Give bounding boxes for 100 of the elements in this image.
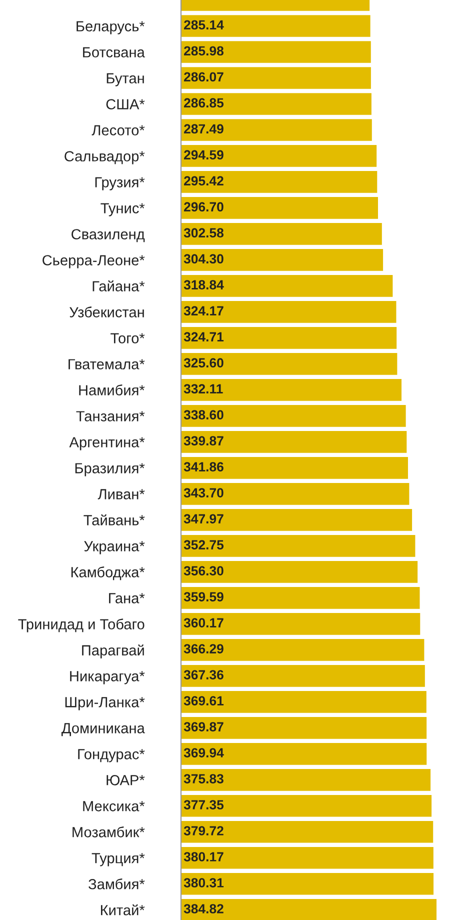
data-label: 379.72: [184, 826, 224, 836]
y-tick-label: Бразилия*: [75, 463, 145, 476]
y-tick-label: Намибия*: [79, 384, 145, 396]
bar: [181, 249, 384, 271]
bar: [181, 742, 427, 765]
bar: [181, 223, 382, 245]
bar: [181, 638, 424, 661]
y-tick-label: Ливан*: [98, 489, 145, 500]
bar: [181, 41, 371, 63]
y-tick-label: США*: [106, 99, 145, 110]
data-label: 359.59: [184, 592, 224, 602]
data-label: 356.30: [184, 566, 224, 576]
bar: [181, 690, 426, 713]
bar: [181, 275, 393, 297]
bar: [181, 379, 402, 401]
bar: [181, 15, 370, 37]
data-label: 318.84: [184, 280, 224, 290]
y-tick-label: Тунис*: [100, 203, 145, 216]
y-tick-label: Тринидад и Тобаго: [18, 618, 144, 632]
bar: [181, 119, 372, 141]
data-label: 341.86: [184, 462, 224, 472]
data-label: 332.11: [184, 384, 223, 394]
data-label: 384.82: [184, 904, 224, 914]
bar: [181, 820, 434, 843]
bar: [181, 872, 434, 895]
y-tick-label: Узбекистан: [70, 306, 144, 318]
bar: [181, 431, 407, 453]
y-tick-label: Китай*: [101, 904, 145, 916]
bar: [181, 794, 432, 817]
y-tick-label: Свазиленд: [72, 229, 145, 242]
data-label: 304.30: [184, 254, 224, 264]
data-label: 324.17: [184, 306, 224, 316]
y-tick-label: Бутан: [106, 73, 144, 86]
bar: [181, 301, 396, 323]
y-tick-label: Парагвай: [82, 644, 144, 658]
data-label: 286.85: [184, 98, 224, 108]
data-label: 285.98: [184, 46, 224, 56]
y-tick-label: Того*: [110, 333, 145, 344]
bar: [181, 171, 378, 193]
data-label: 325.60: [184, 358, 224, 368]
y-tick-label: Аргентина*: [69, 437, 145, 450]
y-tick-label: Мозамбик*: [72, 826, 145, 838]
y-tick-label: Украина*: [84, 541, 145, 554]
data-label: 286.07: [184, 72, 224, 82]
data-label: 294.59: [184, 150, 224, 160]
bar: [181, 483, 410, 505]
y-tick-label: Шри-Ланка*: [65, 697, 145, 710]
y-tick-label: Лесото*: [92, 125, 145, 136]
y-tick-label: Гайана*: [92, 280, 145, 292]
data-label: 343.70: [184, 488, 224, 498]
data-label: 366.29: [184, 644, 224, 654]
y-tick-label: Турция*: [92, 853, 145, 866]
data-label: 324.71: [184, 332, 224, 342]
y-tick-label: ЮАР*: [106, 774, 145, 786]
data-label: 287.49: [184, 124, 224, 134]
bar: [181, 768, 431, 791]
y-tick-label: Доминикана: [61, 723, 145, 736]
data-label: 338.60: [184, 410, 224, 420]
y-tick-label: Грузия*: [95, 177, 145, 190]
y-tick-label: Ботсвана: [83, 47, 145, 58]
bar: [181, 327, 397, 349]
bar: [181, 405, 406, 427]
bar: [181, 457, 408, 479]
data-label: 369.61: [184, 696, 224, 706]
data-label: 375.83: [184, 774, 224, 784]
data-label: 369.94: [184, 748, 224, 758]
data-label: 339.87: [184, 436, 224, 446]
data-label: 367.36: [184, 670, 224, 680]
data-label: 380.31: [184, 878, 224, 888]
bar: [181, 898, 437, 920]
data-label: 380.17: [184, 852, 224, 862]
y-tick-label: Камбоджа*: [71, 566, 145, 580]
bar: [181, 197, 378, 219]
y-tick-label: Сьерра-Леоне*: [42, 255, 145, 268]
bar: [181, 509, 412, 531]
data-label: 360.17: [184, 618, 224, 628]
data-label: 296.70: [184, 202, 224, 212]
bar: [181, 353, 398, 375]
y-tick-label: Танзания*: [76, 411, 145, 422]
y-tick-label: Замбия*: [88, 878, 145, 890]
bar: [181, 561, 418, 583]
bar: [181, 587, 420, 609]
bar: [181, 67, 371, 89]
y-tick-label: Мексика*: [83, 801, 145, 812]
y-tick-label: Гватемала*: [68, 359, 145, 370]
data-label: 302.58: [184, 228, 224, 238]
bar: [181, 145, 377, 167]
y-tick-label: Тайвань*: [84, 514, 145, 526]
data-label: 285.14: [184, 20, 224, 30]
data-label: 352.75: [184, 540, 224, 550]
y-tick-label: Беларусь*: [76, 21, 145, 34]
bar: [181, 664, 425, 687]
y-tick-label: Гондурас*: [78, 749, 145, 762]
bar: [181, 93, 372, 115]
y-tick-label: Гана*: [109, 593, 145, 604]
data-label: 369.87: [184, 722, 224, 732]
data-label: 347.97: [184, 514, 224, 524]
bar: [181, 535, 416, 557]
bar: [181, 613, 420, 635]
data-label: 377.35: [184, 800, 224, 810]
